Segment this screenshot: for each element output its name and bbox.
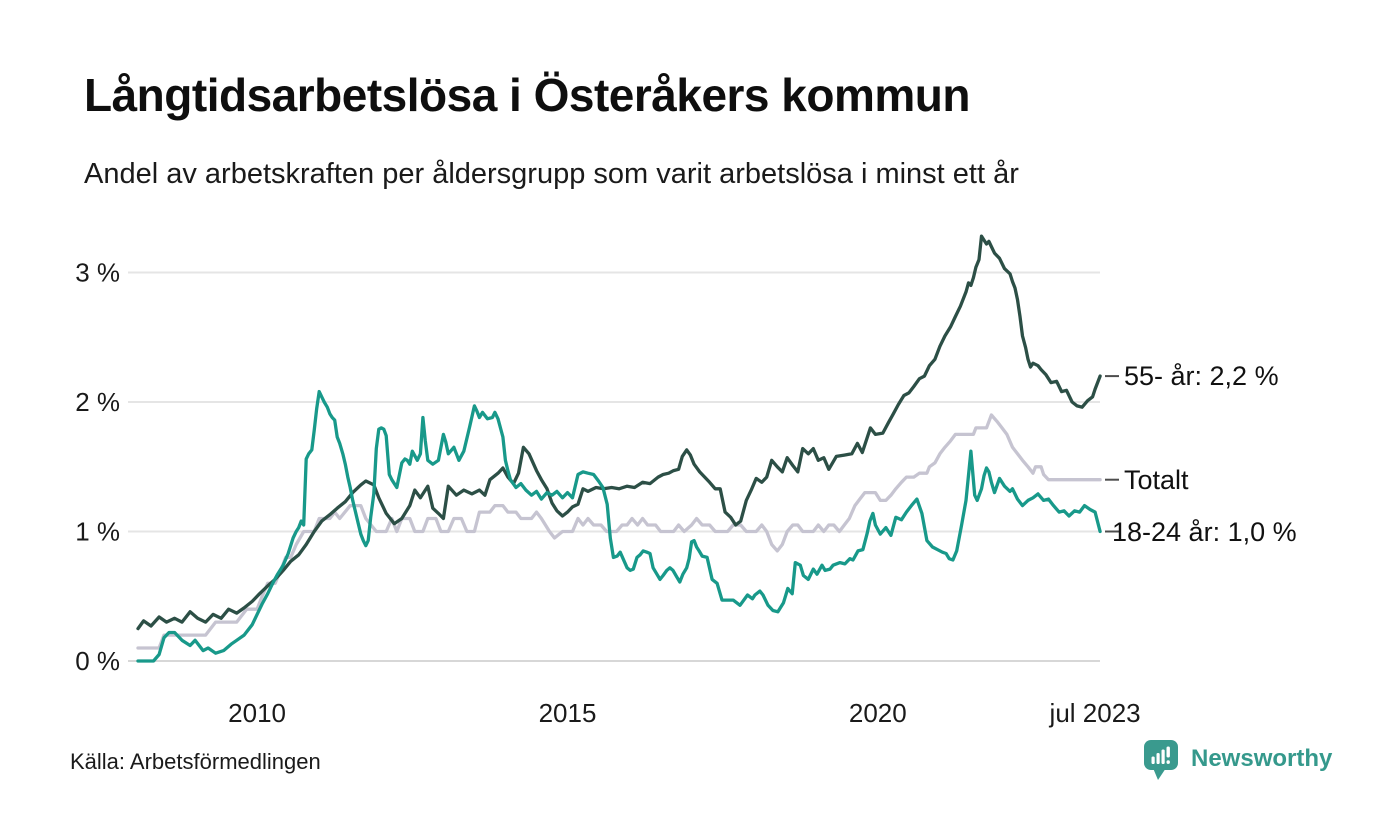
x-axis-tick-label: jul 2023 bbox=[1049, 698, 1141, 728]
series-end-label-55-ar: 55- år: 2,2 % bbox=[1124, 361, 1279, 392]
x-axis-tick-label: 2010 bbox=[228, 698, 286, 728]
page-subtitle: Andel av arbetskraften per åldersgrupp s… bbox=[84, 158, 1019, 190]
newsworthy-brand-name: Newsworthy bbox=[1191, 745, 1333, 772]
series-end-label-18-24-ar: 18-24 år: 1,0 % bbox=[1112, 516, 1297, 547]
page-title: Långtidsarbetslösa i Österåkers kommun bbox=[84, 69, 970, 121]
series-line-Totalt bbox=[136, 413, 1102, 650]
newsworthy-logo-icon bbox=[1144, 740, 1178, 780]
y-axis-tick-label: 0 % bbox=[75, 646, 120, 676]
x-axis-tick-label: 2020 bbox=[849, 698, 907, 728]
series-line-55- år bbox=[136, 234, 1102, 631]
y-axis-tick-label: 3 % bbox=[75, 258, 120, 288]
y-axis-tick-label: 1 % bbox=[75, 517, 120, 547]
y-axis-tick-label: 2 % bbox=[75, 387, 120, 417]
source-note: Källa: Arbetsförmedlingen bbox=[70, 749, 321, 774]
x-axis-tick-label: 2015 bbox=[539, 698, 597, 728]
series-line-18-24 år bbox=[136, 389, 1102, 663]
series-end-label-totalt: Totalt bbox=[1124, 464, 1189, 495]
newsworthy-logo: Newsworthy bbox=[1142, 738, 1332, 782]
